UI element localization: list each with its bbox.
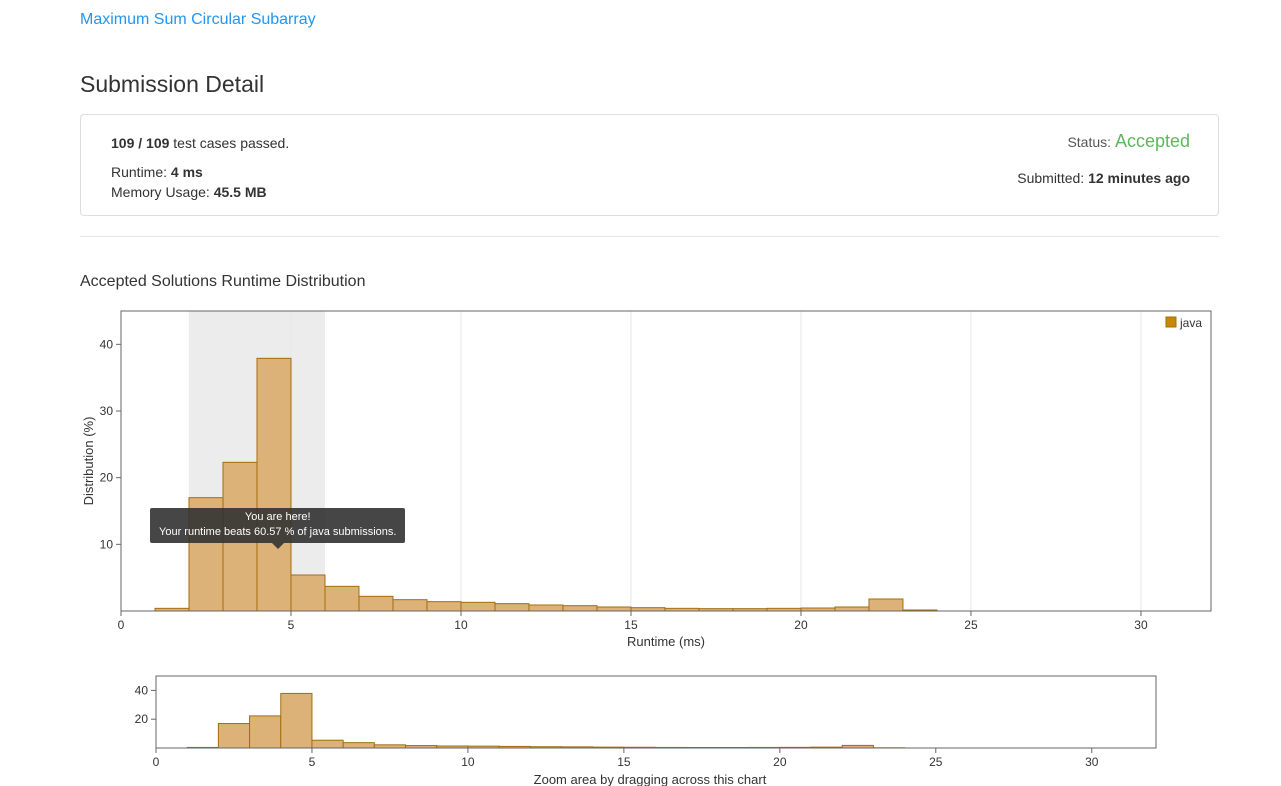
summary-panel: 109 / 109 test cases passed. Runtime: 4 … [80,114,1219,216]
tests-passed-text: test cases passed. [169,135,290,151]
submitted-line: Submitted: 12 minutes ago [1017,168,1190,188]
y-axis-title: Distribution (%) [81,417,96,506]
summary-left: 109 / 109 test cases passed. Runtime: 4 … [111,133,289,202]
x-tick-label: 0 [153,755,160,768]
histogram-bar [426,601,462,612]
tooltip-line2: Your runtime beats 60.57 % of java submi… [159,526,397,538]
section-divider [80,236,1219,237]
runtime-line: Runtime: 4 ms [111,162,289,182]
y-tick-label: 40 [100,337,114,351]
histogram-bar [256,357,292,612]
chart-heading: Accepted Solutions Runtime Distribution [80,273,366,290]
histogram-bar [324,585,360,612]
histogram-bar [290,574,326,612]
histogram-bar [834,606,870,612]
x-axis-title: Runtime (ms) [627,634,705,649]
zoom-hint: Zoom area by dragging across this chart [533,772,767,786]
histogram-bar [249,715,282,749]
legend-label[interactable]: java [1179,316,1202,330]
y-tick-label: 30 [100,404,114,418]
x-tick-label: 25 [964,618,978,632]
zoom-overview-chart[interactable]: 0 5 10 15 20 25 30 20 40 [80,668,1220,769]
runtime-tooltip: You are here! Your runtime beats 60.57 %… [150,508,406,549]
problem-link[interactable]: Maximum Sum Circular Subarray [80,11,316,28]
memory-line: Memory Usage: 45.5 MB [111,182,289,202]
y-tick-label: 40 [135,683,149,697]
histogram-bar [342,742,375,749]
histogram-bar [217,723,251,749]
memory-value: 45.5 MB [213,184,267,200]
tests-passed-line: 109 / 109 test cases passed. [111,133,289,153]
histogram-bar [596,606,632,612]
submitted-value: 12 minutes ago [1088,170,1190,186]
y-tick-label: 10 [100,537,114,551]
x-tick-label: 20 [773,755,787,768]
status-label: Status: [1067,134,1112,150]
histogram-bar [868,598,904,612]
y-tick-label: 20 [100,471,114,485]
x-tick-label: 30 [1085,755,1099,768]
summary-right: Status: Accepted Submitted: 12 minutes a… [1017,129,1190,188]
tooltip-arrow-icon [271,543,284,549]
main-chart-canvas[interactable]: 0 5 10 15 20 25 30 10 20 30 40 Runtime (ms) Distribu… [80,306,1220,658]
submitted-label: Submitted: [1017,170,1085,186]
x-tick-label: 15 [624,618,638,632]
plot-border [120,310,1212,612]
x-tick-label: 20 [794,618,808,632]
x-tick-label: 0 [118,618,125,632]
histogram-bar [358,595,394,612]
x-tick-label: 30 [1134,618,1148,632]
x-tick-label: 5 [309,755,316,768]
histogram-bar [311,739,344,749]
histogram-bar [528,604,564,612]
x-tick-label: 25 [929,755,943,768]
x-tick-label: 5 [288,618,295,632]
overview-chart-canvas[interactable]: 0 5 10 15 20 25 30 20 40 [80,668,1220,769]
legend-swatch[interactable] [1165,316,1177,328]
tests-passed-count: 109 / 109 [111,135,170,151]
y-tick-label: 20 [135,712,149,726]
histogram-bar [460,601,496,612]
status-line: Status: Accepted [1017,129,1190,154]
runtime-distribution-chart[interactable]: 0 5 10 15 20 25 30 10 20 30 40 Runtime (ms) Distribu… [80,306,1220,658]
plot-border [155,675,1157,749]
x-tick-label: 15 [617,755,631,768]
histogram-bar [562,605,598,612]
x-tick-label: 10 [461,755,475,768]
runtime-label: Runtime: [111,164,168,180]
runtime-value: 4 ms [170,164,203,180]
page-title: Submission Detail [80,71,265,97]
histogram-bar [494,603,530,612]
x-tick-label: 10 [454,618,468,632]
memory-label: Memory Usage: [111,184,210,200]
status-badge: Accepted [1114,131,1190,151]
histogram-bar [392,599,428,612]
histogram-bar [280,692,313,749]
tooltip-line1: You are here! [244,511,311,523]
